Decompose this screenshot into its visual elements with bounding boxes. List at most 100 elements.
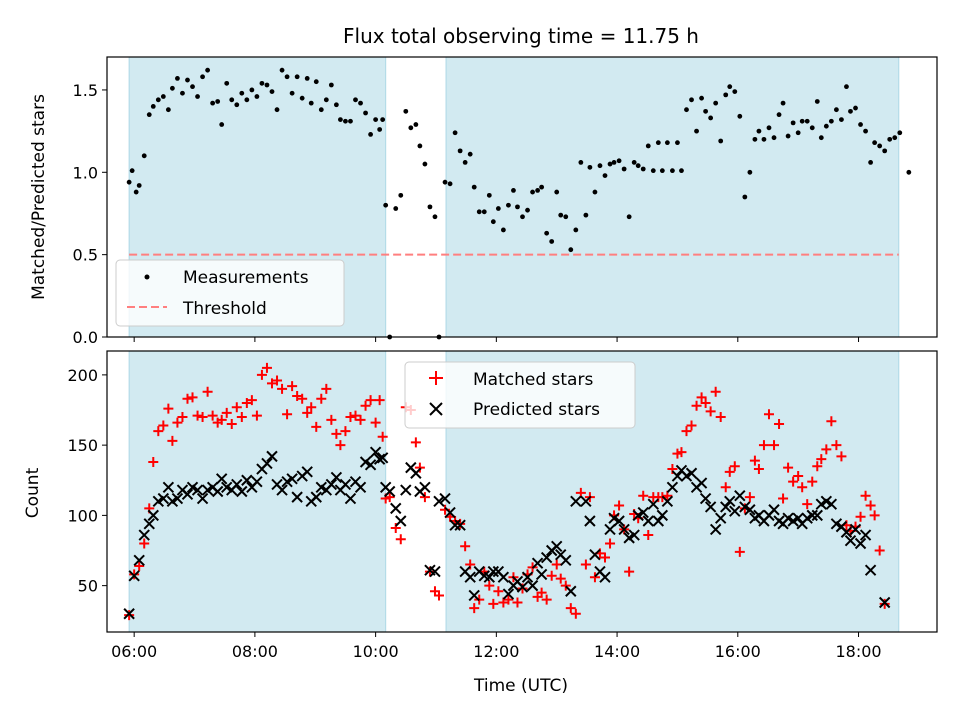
data-point [699,95,704,101]
data-point [774,419,785,430]
data-point [848,108,853,114]
data-point [261,362,272,373]
data-point [355,414,366,425]
data-point [766,125,772,131]
data-point [338,117,343,122]
data-point [638,490,649,501]
data-point [844,84,849,90]
data-point [605,538,616,549]
data-point [251,475,263,488]
data-point [476,209,482,215]
data-point [599,571,611,583]
data-point [580,559,591,570]
legend-label-matched: Matched stars [473,370,593,390]
data-point [210,100,216,106]
data-point [642,515,654,527]
data-point [318,107,324,113]
data-point [647,498,659,510]
data-point [165,107,171,113]
data-point [417,143,423,149]
data-point [133,189,139,195]
data-point [153,426,164,437]
data-point [565,585,577,597]
data-point [197,412,208,423]
data-point [345,412,356,423]
data-point [763,409,774,420]
data-point [854,537,867,550]
data-point [464,571,476,583]
data-point [251,410,262,421]
data-point [744,504,756,516]
data-point [792,512,804,524]
data-point [869,510,880,521]
data-point [157,492,170,505]
data-point [306,402,317,413]
data-point [191,484,204,496]
data-point [814,99,820,104]
y-axis-label-count: Count [23,467,43,518]
data-point [429,565,441,578]
data-point [695,477,708,489]
data-point [699,492,712,505]
data-point [661,495,674,508]
data-point [541,594,552,605]
data-point [689,97,694,103]
data-point [686,420,697,431]
data-point [694,128,699,134]
data-point [718,138,724,144]
data-point [373,117,379,122]
data-point [308,100,314,106]
data-point [368,132,373,137]
data-point [279,67,285,73]
data-point [624,566,635,577]
data-point [540,551,553,564]
data-point [877,143,883,149]
data-point [182,393,193,404]
data-point [724,466,735,477]
data-point [133,554,145,567]
data-point [146,112,152,118]
data-point [246,395,257,406]
data-point [129,168,135,174]
data-point [568,247,574,253]
data-point [679,168,684,174]
data-point [616,158,622,164]
data-point [823,123,829,129]
data-point [723,92,729,98]
data-point [241,397,252,408]
data-point [597,163,603,169]
legend-label-threshold: Threshold [182,299,267,319]
x-tick-label: 18:00 [835,642,881,661]
data-point [299,95,305,101]
data-point [645,143,651,149]
data-point [512,597,523,608]
data-point [419,481,431,493]
data-point [316,393,327,404]
data-point [395,534,406,545]
data-point [244,97,250,103]
data-point [681,426,692,437]
data-point [749,455,760,466]
measurements-points [126,67,912,340]
data-point [613,515,625,527]
data-point [797,482,808,493]
data-point [469,603,480,614]
data-point [821,444,832,455]
data-point [348,118,353,124]
legend-label-measurements: Measurements [183,268,309,288]
chart-title: Flux total observing time = 11.75 h [343,24,699,48]
data-point [249,87,255,93]
x-ticks-bottom: 06:00 08:00 10:00 12:00 14:00 16:00 18:00 [111,632,882,661]
data-point [811,509,823,522]
data-point [795,130,801,136]
data-point [239,90,245,96]
data-point [753,464,764,475]
data-point [511,188,516,193]
legend-box-top [115,259,345,327]
data-point [520,214,525,220]
data-point [190,84,195,90]
data-point [874,545,885,556]
data-point [433,495,445,508]
data-point [535,188,540,193]
data-point [395,515,407,527]
